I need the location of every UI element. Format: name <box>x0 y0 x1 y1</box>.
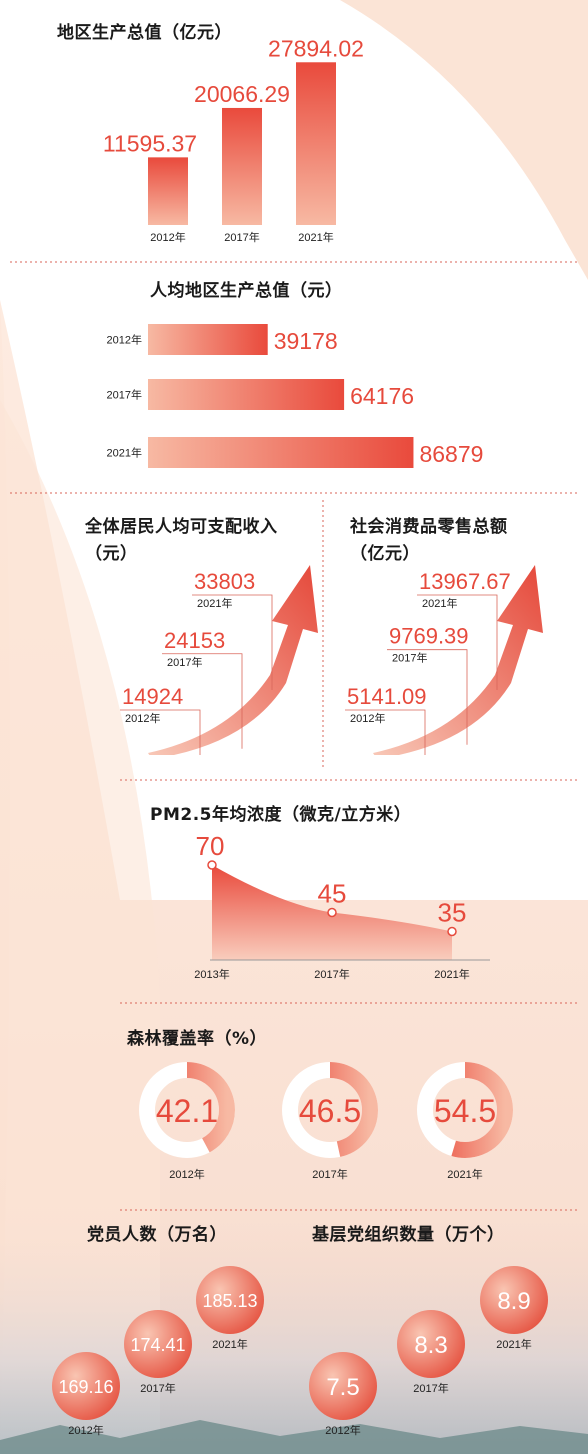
orgs-year-0: 2012年 <box>325 1423 360 1437</box>
gdp-pc-bar-1 <box>148 379 345 410</box>
income-value-0: 14924 <box>122 684 183 709</box>
gdp-pc-value-0: 39178 <box>274 328 338 354</box>
orgs-bubble-0 <box>309 1352 377 1420</box>
pm-point-1 <box>327 907 337 918</box>
forest-ring-1 <box>282 1062 378 1158</box>
gdp-pc-year-0: 2012年 <box>107 333 142 347</box>
retail-value-1: 9769.39 <box>389 624 469 649</box>
members-bubble-2 <box>196 1266 264 1334</box>
income-leader-2 <box>192 594 273 690</box>
forest-ring-2 <box>417 1062 513 1158</box>
gdp-value-0: 11595.37 <box>103 130 197 156</box>
retail-title: 社会消费品零售总额 <box>350 517 508 537</box>
members-value-0: 169.16 <box>58 1377 113 1397</box>
pm-year-1: 2017年 <box>314 967 349 981</box>
pm-year-2: 2021年 <box>434 967 469 981</box>
members-title: 党员人数（万名） <box>87 1225 227 1245</box>
members-value-2: 185.13 <box>202 1291 257 1311</box>
retail-year-1: 2017年 <box>392 651 427 665</box>
gdp-pc-value-2: 86879 <box>419 441 483 467</box>
retail-year-2: 2021年 <box>422 596 457 610</box>
orgs-bubble-1 <box>397 1310 465 1378</box>
orgs-value-1: 8.3 <box>414 1332 447 1359</box>
members-value-1: 174.41 <box>130 1335 185 1355</box>
income-leader-0 <box>120 709 201 755</box>
gdp-pc-bar-2 <box>148 437 414 468</box>
retail-leader-0 <box>345 709 426 755</box>
income-title-unit: （元） <box>85 544 138 564</box>
retail-value-2: 13967.67 <box>419 569 511 594</box>
income-year-1: 2017年 <box>167 655 202 669</box>
retail-value-0: 5141.09 <box>347 684 427 709</box>
forest-value-1: 46.5 <box>299 1093 361 1129</box>
forest-year-2: 2021年 <box>447 1167 482 1181</box>
members-year-0: 2012年 <box>68 1423 103 1437</box>
retail-arrow <box>373 565 543 755</box>
gdp-pc-year-1: 2017年 <box>107 388 142 402</box>
retail-year-0: 2012年 <box>350 711 385 725</box>
gdp-pc-chart: 39178 2012年 64176 2017年 86879 2021年 <box>107 324 483 468</box>
pm-point-2 <box>447 926 457 937</box>
forest-value-0: 42.1 <box>156 1093 218 1129</box>
forest-title: 森林覆盖率（%） <box>127 1029 268 1049</box>
gdp-bar-1 <box>222 107 262 225</box>
forest-year-0: 2012年 <box>169 1167 204 1181</box>
income-year-0: 2012年 <box>125 711 160 725</box>
retail-chart: 5141.09 2012年 9769.39 2017年 13967.67 2021年 <box>345 565 543 755</box>
orgs-value-0: 7.5 <box>326 1374 359 1401</box>
pm-value-0: 70 <box>196 835 225 861</box>
orgs-year-2: 2021年 <box>496 1337 531 1351</box>
pm-year-0: 2013年 <box>194 967 229 981</box>
members-bubble-0 <box>52 1352 120 1420</box>
gdp-value-2: 27894.02 <box>268 40 364 61</box>
orgs-bubble-2 <box>480 1266 548 1334</box>
gdp-pc-bar-0 <box>148 324 268 355</box>
pm-value-2: 35 <box>438 898 467 928</box>
orgs-value-2: 8.9 <box>497 1288 530 1315</box>
pm-value-1: 45 <box>318 879 347 909</box>
gdp-year-1: 2017年 <box>224 230 259 244</box>
income-value-2: 33803 <box>194 569 255 594</box>
retail-title-unit: （亿元） <box>350 544 420 564</box>
members-year-1: 2017年 <box>140 1381 175 1395</box>
gdp-bar-2 <box>296 62 336 225</box>
gdp-year-0: 2012年 <box>150 230 185 244</box>
gdp-value-1: 20066.29 <box>194 81 290 107</box>
bubble-charts: 169.16 2012年 174.41 2017年 185.13 2021年 7.5 2012… <box>52 1266 548 1437</box>
gdp-pc-value-1: 64176 <box>350 383 414 409</box>
gdp-chart: 11595.37 2012年 20066.29 2017年 27894.02 2021年 <box>103 40 364 244</box>
forest-ring-0 <box>139 1062 235 1158</box>
gdp-pc-year-2: 2021年 <box>107 446 142 460</box>
forest-chart: 42.1 2012年 46.5 2017年 54.5 2021年 <box>139 1062 513 1181</box>
pm-point-0 <box>207 860 217 870</box>
orgs-title: 基层党组织数量（万个） <box>312 1225 505 1245</box>
income-title: 全体居民人均可支配收入 <box>85 517 278 537</box>
pm-title: PM2.5年均浓度（微克/立方米） <box>150 805 412 825</box>
members-bubble-1 <box>124 1310 192 1378</box>
gdp-title: 地区生产总值（亿元） <box>57 23 232 43</box>
income-arrow <box>148 565 318 755</box>
forest-year-1: 2017年 <box>312 1167 347 1181</box>
income-value-1: 24153 <box>164 628 225 653</box>
orgs-year-1: 2017年 <box>413 1381 448 1395</box>
income-chart: 14924 2012年 24153 2017年 33803 2021年 <box>120 565 318 755</box>
retail-leader-1 <box>387 649 468 745</box>
forest-value-2: 54.5 <box>434 1093 496 1129</box>
income-leader-1 <box>162 653 243 749</box>
gdp-bar-0 <box>148 157 188 225</box>
pm-chart: 70 2013年 45 2017年 35 2021年 <box>194 835 490 981</box>
retail-leader-2 <box>417 594 498 690</box>
gdp-year-2: 2021年 <box>298 230 333 244</box>
gdp-pc-title: 人均地区生产总值（元） <box>150 281 343 301</box>
income-year-2: 2021年 <box>197 596 232 610</box>
members-year-2: 2021年 <box>212 1337 247 1351</box>
